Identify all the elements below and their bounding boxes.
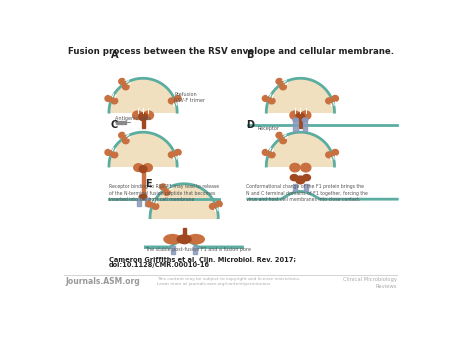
Ellipse shape	[276, 132, 283, 138]
Bar	[141, 114, 144, 127]
Bar	[120, 121, 122, 124]
Ellipse shape	[290, 174, 298, 181]
Ellipse shape	[303, 174, 310, 181]
Polygon shape	[109, 132, 177, 166]
Ellipse shape	[216, 201, 222, 207]
Ellipse shape	[301, 163, 311, 172]
Ellipse shape	[301, 111, 311, 120]
Bar	[299, 114, 302, 127]
Ellipse shape	[290, 111, 300, 120]
Bar	[124, 121, 126, 124]
Ellipse shape	[326, 98, 332, 104]
Polygon shape	[266, 132, 334, 166]
Ellipse shape	[122, 138, 129, 144]
Bar	[303, 120, 307, 131]
Ellipse shape	[296, 176, 305, 184]
Ellipse shape	[175, 96, 181, 101]
Text: B: B	[246, 50, 253, 60]
Bar	[137, 198, 141, 206]
Bar	[183, 228, 186, 243]
Bar	[171, 246, 175, 254]
Ellipse shape	[332, 96, 338, 101]
Ellipse shape	[111, 152, 118, 158]
Ellipse shape	[105, 149, 112, 155]
Ellipse shape	[139, 113, 147, 121]
Ellipse shape	[209, 203, 216, 209]
Ellipse shape	[293, 118, 298, 122]
Ellipse shape	[105, 96, 112, 101]
Ellipse shape	[152, 203, 159, 209]
Text: Receptor binding to RSV-F1 may lead to release
of the N-terminal fusion peptide : Receptor binding to RSV-F1 may lead to r…	[109, 184, 219, 202]
Ellipse shape	[119, 132, 126, 138]
Ellipse shape	[163, 189, 170, 195]
Ellipse shape	[326, 152, 332, 158]
Text: Fusion process between the RSV envelope and cellular membrane.: Fusion process between the RSV envelope …	[68, 47, 394, 56]
Text: A: A	[111, 50, 118, 60]
Text: Receptor: Receptor	[258, 126, 280, 131]
Ellipse shape	[177, 235, 191, 243]
Bar	[116, 121, 119, 124]
Ellipse shape	[168, 98, 175, 104]
Bar	[304, 184, 308, 192]
Text: D: D	[246, 120, 254, 129]
Ellipse shape	[168, 152, 175, 158]
Ellipse shape	[262, 96, 269, 101]
Text: Prefusion
RSV-F trimer: Prefusion RSV-F trimer	[174, 92, 205, 103]
Ellipse shape	[139, 166, 147, 173]
Bar	[293, 184, 297, 192]
Polygon shape	[266, 78, 334, 112]
Text: E: E	[145, 179, 152, 189]
Ellipse shape	[133, 111, 143, 120]
Bar	[193, 246, 197, 254]
Ellipse shape	[143, 164, 153, 171]
Text: C: C	[111, 120, 118, 129]
Text: Journals.ASM.org: Journals.ASM.org	[66, 277, 140, 286]
Ellipse shape	[119, 78, 126, 84]
Ellipse shape	[290, 163, 300, 172]
Bar	[293, 120, 298, 131]
Ellipse shape	[111, 98, 118, 104]
Ellipse shape	[144, 111, 153, 120]
Ellipse shape	[146, 201, 153, 207]
Ellipse shape	[139, 195, 147, 199]
Ellipse shape	[134, 164, 143, 171]
Text: The stable post-fusion F1 and a fusion pore: The stable post-fusion F1 and a fusion p…	[145, 247, 252, 252]
Bar	[145, 198, 149, 206]
Text: Antigenic sites: Antigenic sites	[115, 116, 151, 121]
Ellipse shape	[332, 149, 338, 155]
Ellipse shape	[262, 149, 269, 155]
Ellipse shape	[280, 138, 286, 144]
Polygon shape	[109, 78, 177, 112]
Ellipse shape	[187, 235, 204, 244]
Text: Cameron Griffiths et al. Clin. Microbiol. Rev. 2017;: Cameron Griffiths et al. Clin. Microbiol…	[109, 257, 296, 263]
Ellipse shape	[276, 78, 283, 84]
Ellipse shape	[175, 149, 181, 155]
Text: Clinical Microbiology
Reviews: Clinical Microbiology Reviews	[343, 277, 397, 289]
Ellipse shape	[296, 113, 305, 121]
Text: Conformational change of the F1 protein brings the
N and C terminal domains of F: Conformational change of the F1 protein …	[246, 184, 368, 202]
Text: This content may be subject to copyright and license restrictions.
Learn more at: This content may be subject to copyright…	[157, 277, 300, 286]
Polygon shape	[150, 184, 218, 218]
Ellipse shape	[280, 84, 286, 90]
Text: doi:10.1128/CMR.00010-16: doi:10.1128/CMR.00010-16	[109, 262, 210, 268]
Ellipse shape	[269, 98, 275, 104]
Ellipse shape	[122, 84, 129, 90]
Ellipse shape	[164, 235, 181, 244]
Ellipse shape	[302, 118, 308, 122]
Bar	[141, 170, 144, 197]
Ellipse shape	[160, 184, 166, 190]
Ellipse shape	[269, 152, 275, 158]
